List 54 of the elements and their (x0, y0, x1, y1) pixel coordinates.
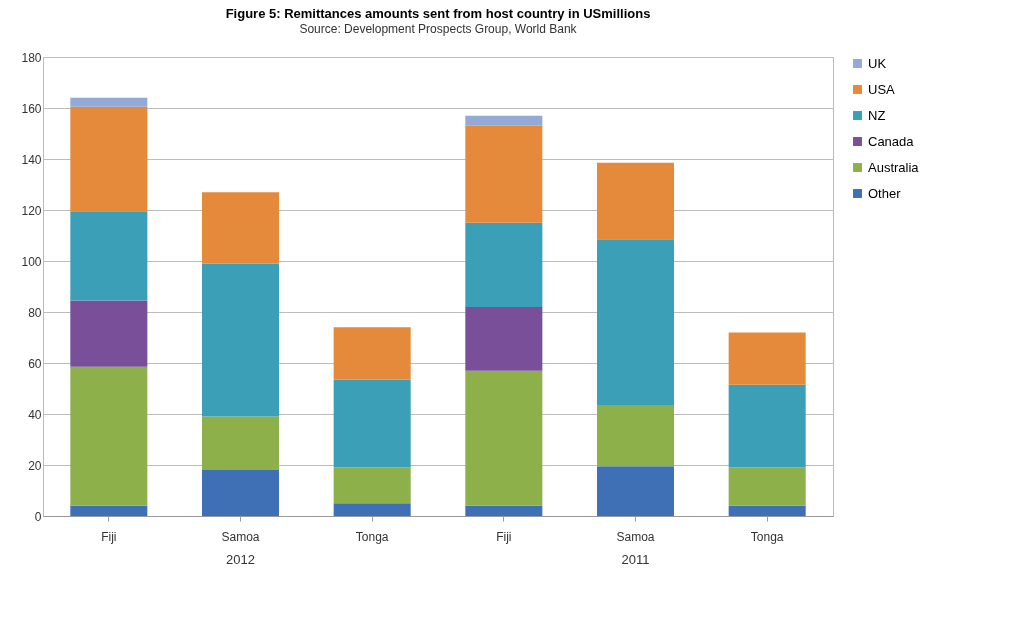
y-tick-label: 160 (21, 101, 42, 116)
bar (201, 470, 280, 516)
x-tick-label: Fiji (496, 529, 512, 544)
bar (201, 263, 280, 417)
bar (70, 300, 148, 367)
x-tick-label: Samoa (616, 529, 655, 544)
bar (465, 505, 543, 516)
bar (333, 379, 411, 468)
chart-subtitle: Source: Development Prospects Group, World Bank (299, 22, 578, 36)
bar (728, 467, 806, 506)
bar (201, 192, 280, 264)
bar (333, 467, 411, 504)
legend-label: USA (868, 81, 896, 97)
x-tick-label: Tonga (355, 529, 389, 544)
bar (333, 503, 411, 516)
y-tick-label: 100 (21, 254, 42, 269)
bar (596, 162, 675, 240)
y-tick-label: 20 (28, 458, 42, 473)
bar (333, 327, 411, 380)
y-tick-label: 180 (21, 50, 42, 65)
legend-label: UK (868, 55, 887, 71)
y-tick-label: 140 (21, 152, 42, 167)
y-tick-label: 0 (34, 509, 42, 524)
bar (70, 211, 148, 301)
legend-label: Canada (868, 133, 915, 149)
bar (596, 466, 675, 516)
bar (596, 405, 675, 467)
bar (728, 384, 806, 468)
x-tick-label: Tonga (750, 529, 784, 544)
x-tick-label: Fiji (101, 529, 117, 544)
legend-label: Australia (868, 159, 920, 175)
bar (728, 332, 806, 385)
y-tick-label: 120 (21, 203, 42, 218)
text: 2011 (621, 552, 650, 567)
legend-label: NZ (868, 107, 886, 123)
text: 2012 (226, 552, 255, 567)
x-tick-label: Samoa (221, 529, 260, 544)
bar (596, 239, 675, 406)
bar (465, 125, 543, 223)
bar (70, 106, 148, 212)
y-tick-label: 40 (28, 407, 42, 422)
bar (465, 222, 543, 307)
bar (70, 366, 148, 506)
bar (70, 97, 148, 107)
bar (465, 370, 543, 506)
bar (465, 306, 543, 371)
bar (201, 416, 280, 471)
y-tick-label: 60 (28, 356, 42, 371)
chart-title: Figure 5: Remittances amounts sent from host country in USmillions (225, 6, 651, 21)
y-tick-label: 80 (28, 305, 42, 320)
bar (70, 505, 148, 516)
bar (728, 505, 806, 516)
bar (465, 115, 543, 126)
legend-label: Other (868, 185, 902, 201)
